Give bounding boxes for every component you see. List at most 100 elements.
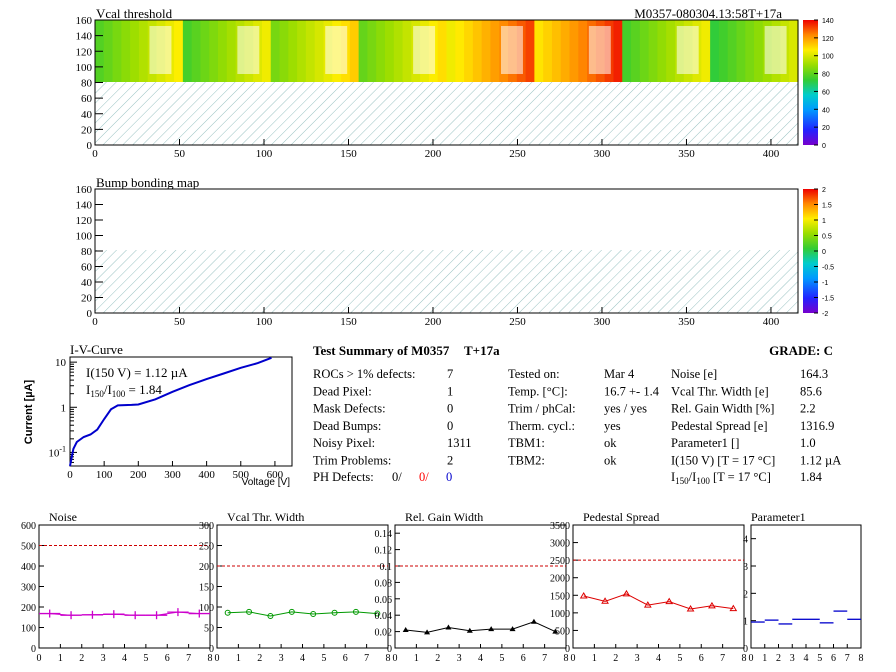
y-tick-label: 120: [76, 215, 93, 227]
y-tick-label: 160: [76, 15, 93, 27]
iv-y-label: Current [µA]: [23, 379, 35, 444]
roc-data-point: [246, 608, 253, 615]
roc-x-tick-label: 3: [279, 653, 284, 664]
summary-value: 1.0: [800, 436, 816, 450]
roc-data-point: [310, 610, 317, 617]
heatmap-cell: [736, 20, 746, 82]
roc-y-tick-label: 0: [743, 644, 748, 655]
roc-x-tick-label: 8: [859, 653, 864, 664]
summary-value: yes / yes: [604, 402, 647, 416]
roc-x-tick-label: 6: [699, 653, 704, 664]
roc-x-tick-label: 0: [749, 653, 754, 664]
summary-value: ok: [604, 454, 617, 468]
heatmap-cell: [367, 20, 377, 82]
heatmap-cell: [121, 20, 131, 82]
iv-y-tick-label: 10: [55, 357, 67, 369]
heatmap-cell: [200, 20, 210, 82]
roc-y-tick-label: 2500: [550, 556, 570, 567]
heatmap-cell: [543, 20, 553, 82]
x-tick-label: 300: [594, 316, 611, 328]
roc-y-tick-label: 0.08: [375, 578, 393, 589]
summary-label: Noisy Pixel:: [313, 436, 375, 450]
z-tick-label: 80: [822, 72, 830, 79]
y-tick-label: 0: [87, 308, 93, 320]
y-tick-label: 60: [81, 262, 93, 274]
roc-x-tick-label: 1: [414, 653, 419, 664]
summary-value: 16.7 +- 1.4: [604, 384, 660, 398]
iv-x-label: Voltage [V]: [242, 477, 291, 488]
heatmap-cell: [138, 20, 149, 82]
roc-x-tick-label: 0: [393, 653, 398, 664]
roc-x-tick-label: 6: [343, 653, 348, 664]
summary-value: 0: [447, 402, 453, 416]
summary-label: Mask Defects:: [313, 402, 386, 416]
roc-series-line: [583, 593, 734, 610]
map2-untested-region: [95, 250, 798, 313]
iv-x-tick-label: 600: [267, 469, 284, 481]
heatmap-cell: [279, 20, 289, 82]
summary-label: Rel. Gain Width [%]: [671, 402, 774, 416]
roc-x-tick-label: 4: [300, 653, 305, 664]
z-tick-label: 40: [822, 107, 830, 114]
x-tick-label: 150: [340, 148, 357, 160]
y-tick-label: 80: [81, 246, 93, 258]
heatmap-cell: [666, 20, 676, 82]
heatmap-cell: [191, 20, 202, 82]
summary-label: Pedestal Spread [e]: [671, 419, 768, 433]
roc-x-tick-label: 0: [37, 653, 42, 664]
summary-value: 1: [447, 384, 453, 398]
roc-x-tick-label: 5: [677, 653, 682, 664]
roc-data-point: [552, 628, 559, 634]
bump-bonding-map: Bump bonding map 0 50 100 150 200 250 300 350 40…: [76, 175, 835, 328]
summary-value: Mar 4: [604, 367, 635, 381]
iv-title: I-V-Curve: [70, 342, 123, 357]
roc-y-tick-label: 1500: [550, 591, 570, 602]
heatmap-cell: [209, 20, 219, 82]
heatmap-cell: [631, 20, 641, 82]
summary-label: Therm. cycl.:: [508, 419, 575, 433]
x-tick-label: 150: [340, 316, 357, 328]
summary-label: TBM1:: [508, 436, 545, 450]
roc-x-tick-label: 1: [592, 653, 597, 664]
z-tick-label: -0.5: [822, 265, 834, 272]
roc-x-tick-label: 4: [122, 653, 127, 664]
y-tick-label: 40: [81, 277, 93, 289]
summary-label: TBM2:: [508, 454, 545, 468]
roc-plot-title: Noise: [49, 510, 77, 524]
map2-color-scale-ticks: -2 -1.5 -1 -0.5 0 0.5 1 1.5 2: [814, 187, 834, 318]
x-tick-label: 50: [174, 148, 186, 160]
roc-y-tick-label: 3000: [550, 539, 570, 550]
heatmap-sparse-cells: [500, 26, 523, 74]
roc-x-tick-label: 0: [571, 653, 576, 664]
roc-data-point: [288, 608, 295, 615]
roc-plot-frame: [216, 524, 389, 649]
iv-annotation-current: I(150 V) = 1.12 µA: [86, 365, 188, 380]
z-tick-label: -1.5: [822, 296, 834, 303]
roc-plot-title: Pedestal Spread: [583, 510, 659, 524]
iv-y-tick-label: 1: [61, 402, 67, 414]
summary-defects-column: ROCs > 1% defects: 7 Dead Pixel: 1 Mask Defe…: [313, 367, 472, 468]
roc-x-tick-label: 0: [215, 653, 220, 664]
y-tick-label: 120: [76, 46, 93, 58]
roc-data-point: [530, 618, 537, 624]
roc-data-point: [729, 604, 738, 612]
heatmap-cell: [297, 20, 307, 82]
heatmap-cell: [103, 20, 114, 82]
iv-x-tick-label: 200: [130, 469, 147, 481]
x-tick-label: 50: [174, 316, 186, 328]
roc-series-line: [405, 621, 556, 633]
y-tick-label: 20: [81, 124, 93, 136]
roc-y-tick-label: 4: [743, 535, 748, 546]
z-tick-label: 1: [822, 218, 826, 225]
heatmap-cell: [112, 20, 122, 82]
map2-title: Bump bonding map: [96, 175, 199, 190]
roc-x-tick-label: 2: [613, 653, 618, 664]
roc-y-tick-label: 500: [21, 542, 36, 553]
heatmap-cell: [174, 20, 184, 82]
summary-label: ROCs > 1% defects:: [313, 367, 416, 381]
heatmap-cell: [490, 20, 500, 82]
roc-x-tick-label: 2: [79, 653, 84, 664]
module-label: M0357-080304.13:58T+17a: [634, 6, 782, 21]
roc-y-tick-label: 300: [199, 521, 214, 532]
